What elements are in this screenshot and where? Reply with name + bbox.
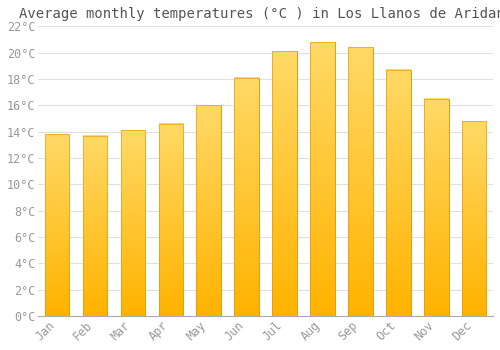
Bar: [310, 42, 335, 316]
Bar: [424, 99, 448, 316]
Bar: [386, 70, 410, 316]
Bar: [158, 124, 183, 316]
Bar: [45, 134, 70, 316]
Bar: [310, 42, 335, 316]
Title: Average monthly temperatures (°C ) in Los Llanos de Aridane: Average monthly temperatures (°C ) in Lo…: [18, 7, 500, 21]
Bar: [234, 78, 259, 316]
Bar: [272, 51, 297, 316]
Bar: [158, 124, 183, 316]
Bar: [83, 135, 108, 316]
Bar: [348, 47, 372, 316]
Bar: [462, 121, 486, 316]
Bar: [272, 51, 297, 316]
Bar: [45, 134, 70, 316]
Bar: [234, 78, 259, 316]
Bar: [196, 105, 221, 316]
Bar: [196, 105, 221, 316]
Bar: [348, 47, 372, 316]
Bar: [120, 130, 146, 316]
Bar: [83, 135, 108, 316]
Bar: [120, 130, 146, 316]
Bar: [386, 70, 410, 316]
Bar: [462, 121, 486, 316]
Bar: [424, 99, 448, 316]
